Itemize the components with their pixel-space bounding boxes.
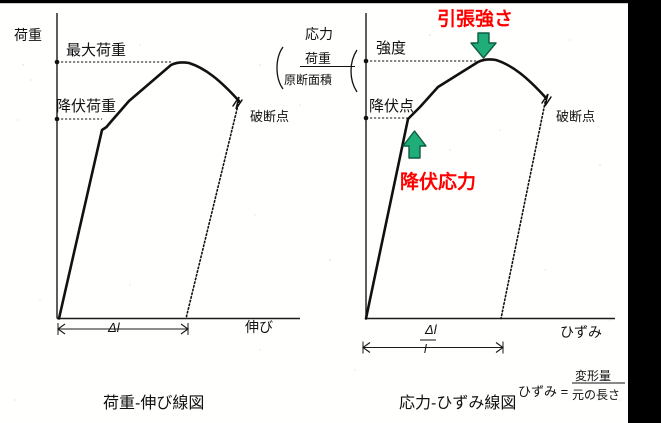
svg-text:Δl: Δl [424,322,438,337]
svg-text:破断点: 破断点 [250,109,289,124]
svg-text:降伏点: 降伏点 [369,98,414,115]
svg-text:降伏応力: 降伏応力 [400,170,476,193]
svg-text:荷重: 荷重 [14,27,42,43]
svg-text:元の長さ: 元の長さ [572,388,620,402]
svg-text:原断面積: 原断面積 [284,72,332,87]
svg-text:強度: 強度 [376,40,406,57]
svg-text:l: l [424,342,427,356]
svg-text:引張強さ: 引張強さ [437,8,513,30]
svg-text:応力-ひずみ線図: 応力-ひずみ線図 [399,394,516,412]
svg-text:ひずみ =: ひずみ = [518,384,568,399]
svg-text:ひずみ: ひずみ [560,324,602,340]
svg-text:破断点: 破断点 [556,109,595,124]
svg-text:荷重: 荷重 [305,51,331,66]
svg-text:変形量: 変形量 [575,368,611,383]
svg-text:応力: 応力 [305,26,333,42]
svg-text:伸び: 伸び [245,319,273,335]
svg-text:Δl: Δl [107,320,121,335]
svg-text:最大荷重: 最大荷重 [66,42,126,59]
svg-text:荷重-伸び線図: 荷重-伸び線図 [103,394,204,412]
svg-text:降伏荷重: 降伏荷重 [56,98,116,115]
